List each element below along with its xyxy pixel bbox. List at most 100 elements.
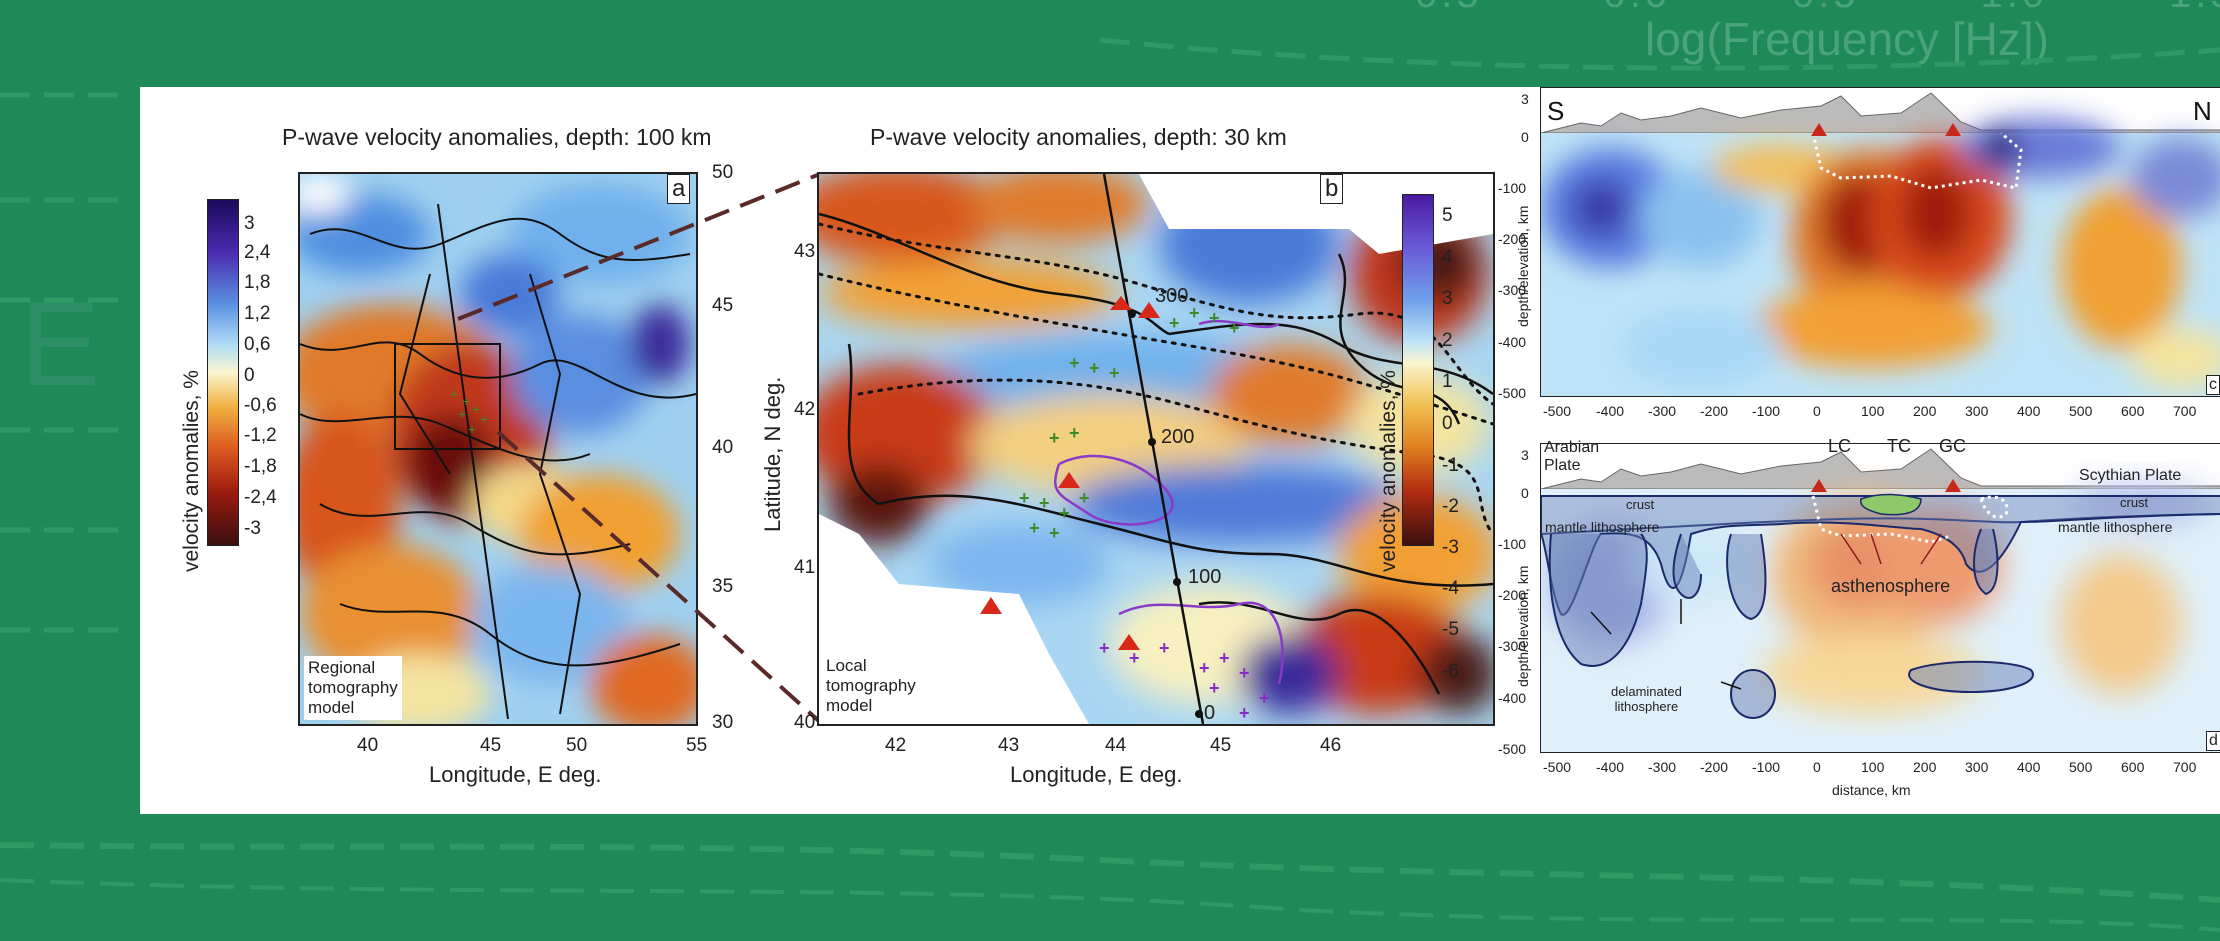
svg-text:+: + xyxy=(1049,428,1060,448)
panel-a-cbar-tick: 0 xyxy=(244,365,255,386)
svg-text:+: + xyxy=(450,386,458,402)
panel-a-cbar-tick: -1,8 xyxy=(244,456,277,477)
background-axis-title: log(Frequency [Hz]) xyxy=(1645,13,2049,65)
right-plate-label: Scythian Plate xyxy=(2079,467,2182,484)
panel-b-xtick: 44 xyxy=(1105,735,1127,756)
panel-b-ytick: 42 xyxy=(794,399,816,420)
panel-b-ytick: 43 xyxy=(794,241,816,262)
profile-mark: 100 xyxy=(1188,566,1222,588)
profile-mark: 0 xyxy=(1204,702,1216,724)
panel-c-right-label: N xyxy=(2193,96,2212,126)
svg-text:+: + xyxy=(1059,503,1070,523)
annotation-line: tomography xyxy=(826,676,916,695)
svg-text:+: + xyxy=(1189,303,1200,323)
plate-label-line: Arabian xyxy=(1544,439,1600,456)
panel-c-ytick: -100 xyxy=(1498,180,1527,196)
svg-text:+: + xyxy=(468,421,476,437)
panel-d-section xyxy=(1540,443,2220,753)
panel-b-letter: b xyxy=(1320,174,1344,204)
panel-d-ytick: -300 xyxy=(1498,638,1527,654)
panel-b-xtick: 45 xyxy=(1210,735,1232,756)
profile-mark: 200 xyxy=(1161,426,1195,448)
svg-text:+: + xyxy=(462,393,470,409)
panel-d-xtick: 300 xyxy=(1965,759,1989,775)
panel-d-xtick: -300 xyxy=(1648,759,1677,775)
panel-b-cbar-tick: -4 xyxy=(1442,578,1459,599)
left-plate-label: Arabian Plate xyxy=(1544,439,1599,475)
panel-d-ytick: -200 xyxy=(1498,587,1527,603)
panel-a-ytick: 35 xyxy=(712,576,734,597)
panel-c-section: S N xyxy=(1540,87,2220,397)
crust-label-left: crust xyxy=(1626,497,1655,512)
panel-a-cbar-tick: 0,6 xyxy=(244,334,271,355)
panel-b-ytick: 41 xyxy=(794,557,816,578)
panel-a-cbar-tick: 1,8 xyxy=(244,272,271,293)
panel-d-ytick: 0 xyxy=(1521,485,1529,501)
annotation-line: Regional xyxy=(308,658,376,677)
panel-c-ytick: -200 xyxy=(1498,231,1527,247)
panel-b-cbar-tick: -3 xyxy=(1442,537,1459,558)
panel-d-ytick: -100 xyxy=(1498,536,1527,552)
plate-label-line: Plate xyxy=(1544,457,1581,474)
panel-d-xtick: 0 xyxy=(1813,759,1821,775)
panel-d-xtick: 100 xyxy=(1861,759,1885,775)
panel-c-xtick: -100 xyxy=(1752,403,1781,419)
panel-d-ytick: -500 xyxy=(1498,741,1527,757)
svg-text:+: + xyxy=(1049,523,1060,543)
svg-text:+: + xyxy=(1019,488,1030,508)
svg-text:+: + xyxy=(1079,488,1090,508)
panel-c-ytick: -400 xyxy=(1498,334,1527,350)
panel-b-xtick: 42 xyxy=(885,735,907,756)
svg-text:+: + xyxy=(1169,313,1180,333)
panel-a-ytick: 45 xyxy=(712,295,734,316)
panel-b-cbar-tick: 0 xyxy=(1442,413,1453,434)
panel-a-cbar-tick: -2,4 xyxy=(244,487,277,508)
panel-b-xlabel: Longitude, E deg. xyxy=(1010,762,1183,787)
svg-text:+: + xyxy=(1129,648,1140,668)
panel-d-letter: d xyxy=(2206,731,2220,751)
mantle-lithosphere-label-right: mantle lithosphere xyxy=(2058,519,2173,535)
panel-d-ytick: 3 xyxy=(1521,447,1529,463)
panel-a-title: P-wave velocity anomalies, depth: 100 km xyxy=(282,124,712,150)
panel-c-left-label: S xyxy=(1547,96,1564,126)
panel-b-cbar-tick: 3 xyxy=(1442,288,1453,309)
svg-text:+: + xyxy=(1199,658,1210,678)
panel-b-ylabel: Latitude, N deg. xyxy=(760,376,785,532)
panel-c-xtick: 100 xyxy=(1861,403,1885,419)
panel-c-xtick: 600 xyxy=(2121,403,2145,419)
panel-a-xtick: 50 xyxy=(566,735,588,756)
panel-b-cbar-tick: 1 xyxy=(1442,371,1453,392)
panel-a-colorbar-label: velocity anomalies, % xyxy=(180,370,203,572)
svg-text:+: + xyxy=(472,401,480,417)
svg-text:+: + xyxy=(1069,423,1080,443)
panel-a-letter: a xyxy=(667,174,691,204)
panel-c-ytick: -500 xyxy=(1498,385,1527,401)
panel-c-ytick: -300 xyxy=(1498,282,1527,298)
crust-label-right: crust xyxy=(2120,495,2149,510)
svg-text:+: + xyxy=(1259,688,1270,708)
panel-c-xtick: 0 xyxy=(1813,403,1821,419)
panel-d-xtick: -400 xyxy=(1596,759,1625,775)
panel-a-xtick: 55 xyxy=(686,735,708,756)
svg-text:+: + xyxy=(1029,518,1040,538)
panel-c-ytick: 0 xyxy=(1521,129,1529,145)
tc-label: TC xyxy=(1887,436,1911,456)
panel-a-ytick: 30 xyxy=(712,712,734,733)
panel-a-colorbar xyxy=(207,199,239,546)
panel-c-xtick: -200 xyxy=(1700,403,1729,419)
panel-b-colorbar xyxy=(1402,194,1434,546)
background-tick-labels: 0.5 0.0 0.5 1.0 1.5 xyxy=(1415,0,2220,17)
panel-d-ylabel: depth/elevation, km xyxy=(1515,565,1531,687)
delaminated-line: delaminated xyxy=(1611,684,1682,699)
annotation-line: model xyxy=(826,696,873,715)
svg-text:+: + xyxy=(1069,353,1080,373)
annotation-line: model xyxy=(308,698,355,717)
panel-c-xtick: 300 xyxy=(1965,403,1989,419)
panel-d-xtick: 600 xyxy=(2121,759,2145,775)
panel-c-xtick: -300 xyxy=(1648,403,1677,419)
mantle-lithosphere-label-left: mantle lithosphere xyxy=(1545,519,1660,535)
panel-d-xlabel: distance, km xyxy=(1832,782,1911,798)
panel-a-cbar-tick: 2,4 xyxy=(244,242,271,263)
panel-c-ylabel: depth/elevation, km xyxy=(1515,205,1531,327)
